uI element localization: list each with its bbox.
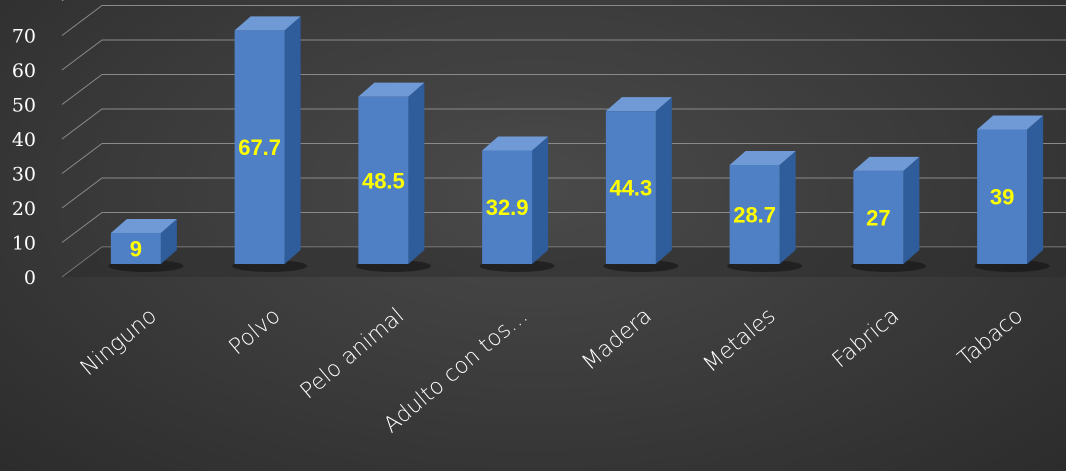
bar-top	[605, 97, 672, 112]
bar-front	[234, 30, 285, 265]
bar-side	[160, 218, 177, 264]
bar-front	[482, 150, 533, 264]
data-label: 28.7	[733, 202, 776, 227]
gridline	[61, 143, 1066, 174]
bar-front	[729, 164, 780, 264]
bar-top	[977, 115, 1044, 130]
bar-side	[408, 82, 425, 264]
bar-side	[532, 136, 549, 264]
data-label: 32.9	[486, 195, 529, 220]
bar-front	[977, 129, 1028, 264]
data-label: 67.7	[238, 135, 281, 160]
floor-plane	[62, 247, 1066, 277]
bar-top	[729, 150, 796, 165]
bar-top	[853, 156, 920, 171]
bar-front	[605, 111, 656, 264]
bar-top	[482, 136, 549, 151]
y-tick-label: 0	[24, 267, 36, 289]
gridline	[61, 108, 1066, 140]
bar-front	[853, 170, 904, 264]
bar	[232, 16, 308, 272]
bar	[850, 156, 926, 272]
y-tick-label: 10	[12, 233, 36, 255]
y-tick-label: 30	[12, 164, 36, 186]
y-axis-ticks: 0 10 20 30 40 50 60 70	[12, 26, 36, 290]
category-label: Ninguno	[76, 303, 162, 381]
data-label: 44.3	[609, 176, 652, 201]
bar-side	[779, 150, 796, 264]
category-label: Pelo animal	[296, 303, 409, 404]
bar-side	[903, 156, 920, 264]
data-label: 27	[866, 205, 890, 230]
category-label: Tabaco	[953, 303, 1028, 371]
gridline	[61, 39, 1066, 71]
data-label: 9	[130, 236, 142, 261]
gridlines	[61, 0, 1066, 278]
bars	[108, 16, 1050, 272]
category-label: Fabrica	[828, 303, 904, 373]
y-tick-label: 60	[12, 60, 36, 82]
bar-side	[284, 16, 301, 265]
bar	[727, 150, 803, 272]
chart-floor	[62, 247, 1066, 277]
gridline	[61, 5, 1066, 36]
bar-top	[110, 218, 177, 233]
y-tick-label: 20	[12, 198, 36, 220]
category-label: Madera	[577, 303, 656, 375]
y-tick-label: 40	[12, 129, 36, 151]
bar-side	[655, 97, 672, 264]
bar-top	[358, 82, 425, 97]
bar	[355, 82, 431, 272]
bar-front	[358, 96, 409, 264]
category-label: Metales	[699, 303, 781, 377]
bar	[479, 136, 555, 272]
bar-front	[110, 232, 161, 264]
gridline	[61, 0, 65, 2]
y-tick-label: 70	[12, 26, 36, 48]
data-labels: 9 67.7 48.5 32.9 44.3 28.7 27 39	[130, 135, 1015, 261]
bar-top	[234, 16, 301, 31]
bar	[974, 115, 1050, 272]
y-tick-label: 50	[12, 95, 36, 117]
gridline	[61, 74, 1066, 105]
bar-side	[1027, 115, 1044, 264]
bar	[108, 218, 184, 272]
data-label: 48.5	[362, 168, 405, 193]
category-label: Polvo	[225, 303, 286, 360]
data-label: 39	[990, 185, 1014, 210]
bar	[603, 97, 679, 272]
